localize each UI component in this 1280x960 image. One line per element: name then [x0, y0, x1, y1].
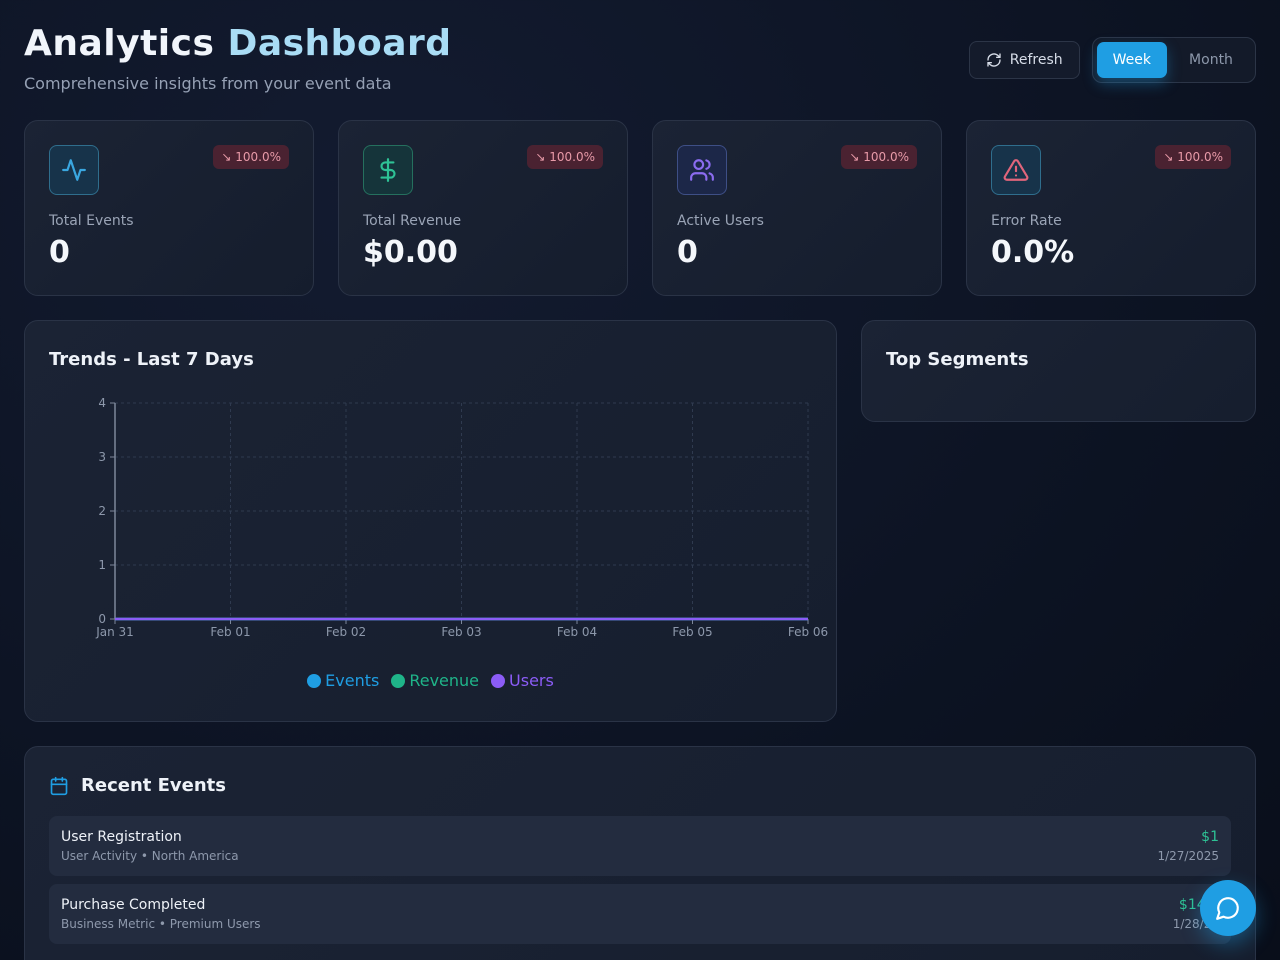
- top-segments-title: Top Segments: [886, 349, 1029, 370]
- message-circle-icon: [1216, 897, 1239, 920]
- y-tick-label: 3: [98, 450, 106, 464]
- trends-chart: 0 1 2 3 4 Jan 31 Feb 01 Feb 02 Feb 03 Feb 04 Feb 0…: [95, 396, 828, 639]
- kpi-label: Total Revenue: [363, 213, 462, 229]
- alert-triangle-icon: [991, 145, 1041, 195]
- chat-button[interactable]: [1200, 880, 1256, 936]
- kpi-change-badge: ↘ 100.0%: [1155, 145, 1231, 169]
- period-month-button[interactable]: Month: [1171, 42, 1251, 78]
- y-tick-label: 1: [98, 558, 106, 572]
- refresh-icon: [987, 53, 1001, 67]
- x-tick-label: Feb 02: [326, 625, 366, 639]
- activity-icon: [49, 145, 99, 195]
- event-amount: $1: [1201, 829, 1219, 845]
- kpi-card-total-events: ↘ 100.0% Total Events 0: [24, 120, 314, 296]
- page-header: Analytics Dashboard Comprehensive insigh…: [24, 22, 452, 93]
- event-list: User Registration User Activity • North …: [49, 816, 1231, 944]
- title-part-dashboard: Dashboard: [227, 23, 452, 64]
- kpi-card-total-revenue: ↘ 100.0% Total Revenue $0.00: [338, 120, 628, 296]
- x-tick-label: Feb 01: [210, 625, 250, 639]
- legend-dot-icon: [391, 673, 406, 688]
- kpi-value: 0: [677, 235, 698, 270]
- page-title: Analytics Dashboard: [24, 22, 452, 66]
- recent-events-panel: Recent Events User Registration User Act…: [24, 746, 1256, 960]
- title-part-analytics: Analytics: [24, 23, 215, 64]
- recent-events-title: Recent Events: [81, 775, 227, 796]
- period-week-button[interactable]: Week: [1096, 42, 1167, 78]
- kpi-change-badge: ↘ 100.0%: [527, 145, 603, 169]
- trends-title: Trends - Last 7 Days: [49, 349, 254, 370]
- users-icon: [677, 145, 727, 195]
- refresh-label: Refresh: [1009, 52, 1063, 68]
- legend-item-revenue[interactable]: Revenue: [391, 671, 479, 690]
- chart-legend: Events Revenue Users: [25, 671, 836, 690]
- x-tick-label: Jan 31: [95, 625, 134, 639]
- event-date: 1/27/2025: [1157, 849, 1219, 863]
- refresh-button[interactable]: Refresh: [968, 41, 1080, 79]
- recent-events-header: Recent Events: [49, 775, 1231, 796]
- event-meta: User Activity • North America: [61, 849, 239, 863]
- legend-item-users[interactable]: Users: [491, 671, 554, 690]
- kpi-value: 0: [49, 235, 70, 270]
- legend-label: Events: [325, 671, 380, 690]
- top-segments-panel: Top Segments: [861, 320, 1256, 422]
- header-controls: Refresh Week Month: [968, 37, 1256, 83]
- kpi-label: Active Users: [677, 213, 764, 229]
- x-tick-label: Feb 06: [788, 625, 828, 639]
- legend-dot-icon: [491, 673, 506, 688]
- list-item[interactable]: Purchase Completed Business Metric • Pre…: [49, 884, 1231, 944]
- page-subtitle: Comprehensive insights from your event d…: [24, 74, 392, 93]
- trends-panel: Trends - Last 7 Days 0 1 2 3 4 Jan 31 Feb 01 Fe…: [24, 320, 837, 722]
- legend-label: Revenue: [409, 671, 480, 690]
- kpi-card-active-users: ↘ 100.0% Active Users 0: [652, 120, 942, 296]
- event-name: Purchase Completed: [61, 897, 206, 913]
- x-tick-label: Feb 04: [557, 625, 597, 639]
- legend-dot-icon: [307, 673, 322, 688]
- kpi-label: Total Events: [49, 213, 134, 229]
- kpi-row: ↘ 100.0% Total Events 0 ↘ 100.0% Total R…: [24, 120, 1256, 296]
- x-tick-label: Feb 05: [672, 625, 712, 639]
- list-item[interactable]: User Registration User Activity • North …: [49, 816, 1231, 876]
- kpi-value: $0.00: [363, 235, 458, 270]
- event-name: User Registration: [61, 829, 182, 845]
- kpi-card-error-rate: ↘ 100.0% Error Rate 0.0%: [966, 120, 1256, 296]
- y-tick-label: 2: [98, 504, 106, 518]
- legend-label: Users: [509, 671, 554, 690]
- y-tick-label: 0: [98, 612, 106, 626]
- kpi-label: Error Rate: [991, 213, 1062, 229]
- calendar-icon: [50, 776, 68, 795]
- kpi-change-badge: ↘ 100.0%: [213, 145, 289, 169]
- y-tick-label: 4: [98, 396, 106, 410]
- period-toggle: Week Month: [1091, 37, 1256, 83]
- x-tick-label: Feb 03: [441, 625, 481, 639]
- event-meta: Business Metric • Premium Users: [61, 917, 261, 931]
- kpi-change-badge: ↘ 100.0%: [841, 145, 917, 169]
- dollar-icon: [363, 145, 413, 195]
- kpi-value: 0.0%: [991, 235, 1075, 270]
- legend-item-events[interactable]: Events: [307, 671, 379, 690]
